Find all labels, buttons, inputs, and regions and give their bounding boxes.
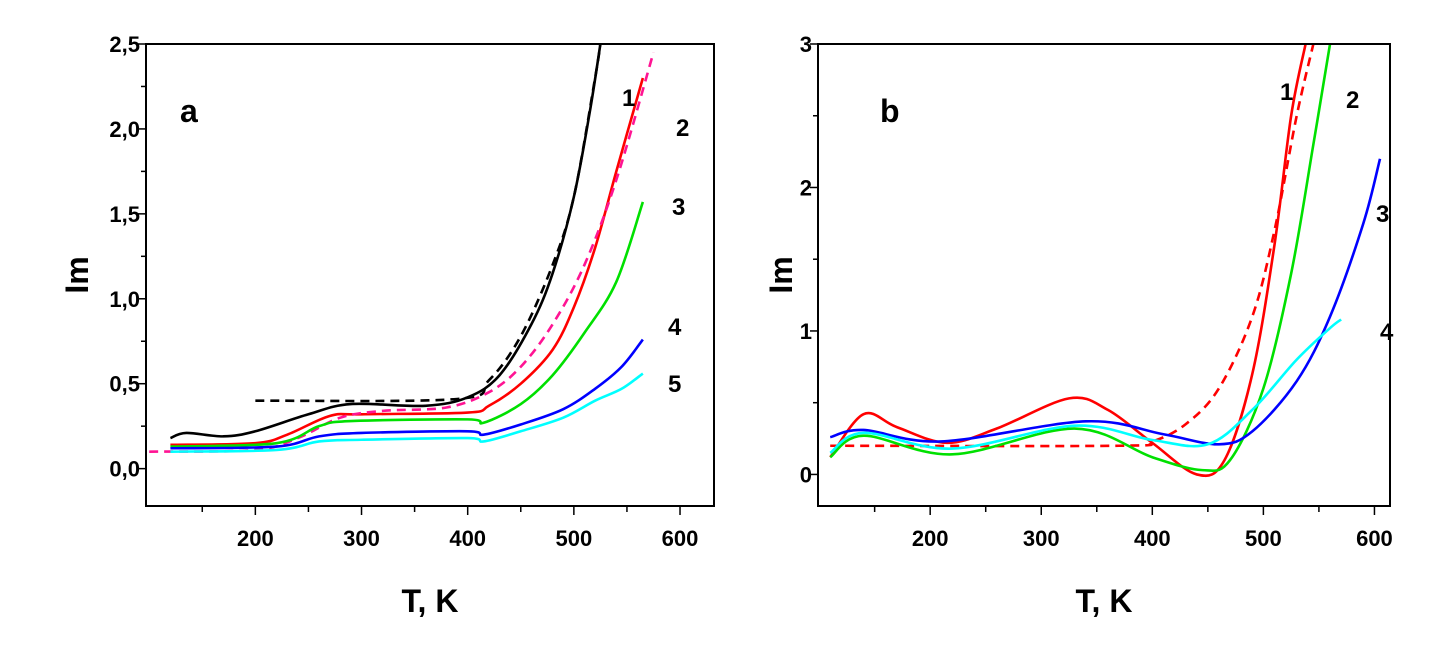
panel-letter: b bbox=[880, 93, 900, 129]
x-tick-label: 300 bbox=[343, 526, 380, 551]
x-tick-label: 300 bbox=[1023, 526, 1060, 551]
x-tick-label: 500 bbox=[1245, 526, 1282, 551]
series-line-curve-1 bbox=[829, 43, 1307, 478]
series-line-fit-1 bbox=[830, 43, 1315, 448]
curve-number-label: 4 bbox=[668, 314, 682, 341]
x-tick-label: 500 bbox=[555, 526, 592, 551]
y-tick-label: 0 bbox=[800, 462, 812, 487]
x-tick-label: 400 bbox=[1134, 526, 1171, 551]
curve-number-label: 1 bbox=[622, 85, 635, 112]
series-line-curve-2 bbox=[170, 77, 645, 447]
series-line-fit-3 bbox=[149, 52, 655, 453]
series-line-curve-5 bbox=[170, 372, 644, 453]
y-tick-label: 1,5 bbox=[109, 202, 140, 227]
x-axis-label: T, K bbox=[1076, 583, 1133, 619]
x-tick-label: 600 bbox=[662, 526, 699, 551]
curve-number-label: 3 bbox=[1376, 201, 1389, 228]
series-line-curve-4 bbox=[829, 318, 1342, 455]
y-tick-label: 2,5 bbox=[109, 32, 140, 57]
panel-letter: a bbox=[180, 93, 198, 129]
y-tick-label: 0,0 bbox=[109, 457, 140, 482]
curve-number-label: 2 bbox=[676, 115, 689, 142]
curve-number-label: 4 bbox=[1380, 319, 1394, 346]
panel-a: 200 300 400 500 600 0,0 0,5 1,0 1,5 2,0 2,5 T, K Im a… bbox=[59, 32, 715, 619]
x-axis-label: T, K bbox=[402, 583, 459, 619]
x-tick-label: 200 bbox=[237, 526, 274, 551]
plot-frame bbox=[817, 43, 1391, 507]
panel-b: 200 300 400 500 600 0 1 2 3 T, K Im b 1 2 3 4 bbox=[763, 32, 1394, 619]
y-tick-label: 1,0 bbox=[109, 287, 140, 312]
curve-number-label: 3 bbox=[672, 194, 685, 221]
y-tick-label: 1 bbox=[800, 319, 812, 344]
series-group bbox=[829, 43, 1382, 478]
series-line-curve-1 bbox=[169, 43, 602, 440]
y-tick-label: 3 bbox=[800, 32, 812, 57]
x-tick-label: 400 bbox=[449, 526, 486, 551]
series-line-curve-3 bbox=[829, 158, 1382, 446]
series-group bbox=[149, 43, 655, 453]
series-line-curve-4 bbox=[170, 338, 644, 450]
y-axis-label: Im bbox=[763, 256, 799, 293]
x-tick-label: 200 bbox=[912, 526, 949, 551]
series-line-curve-2 bbox=[829, 43, 1332, 473]
series-line-fit-1 bbox=[255, 43, 602, 403]
y-tick-label: 2,0 bbox=[109, 117, 140, 142]
curve-number-label: 1 bbox=[1280, 79, 1293, 106]
curve-number-label: 2 bbox=[1346, 87, 1359, 114]
plot-frame bbox=[145, 43, 715, 507]
y-axis-label: Im bbox=[59, 256, 95, 293]
curve-number-label: 5 bbox=[668, 371, 681, 398]
x-tick-label: 600 bbox=[1356, 526, 1393, 551]
series-line-curve-3 bbox=[170, 201, 645, 448]
y-tick-label: 0,5 bbox=[109, 372, 140, 397]
y-tick-label: 2 bbox=[800, 175, 812, 200]
